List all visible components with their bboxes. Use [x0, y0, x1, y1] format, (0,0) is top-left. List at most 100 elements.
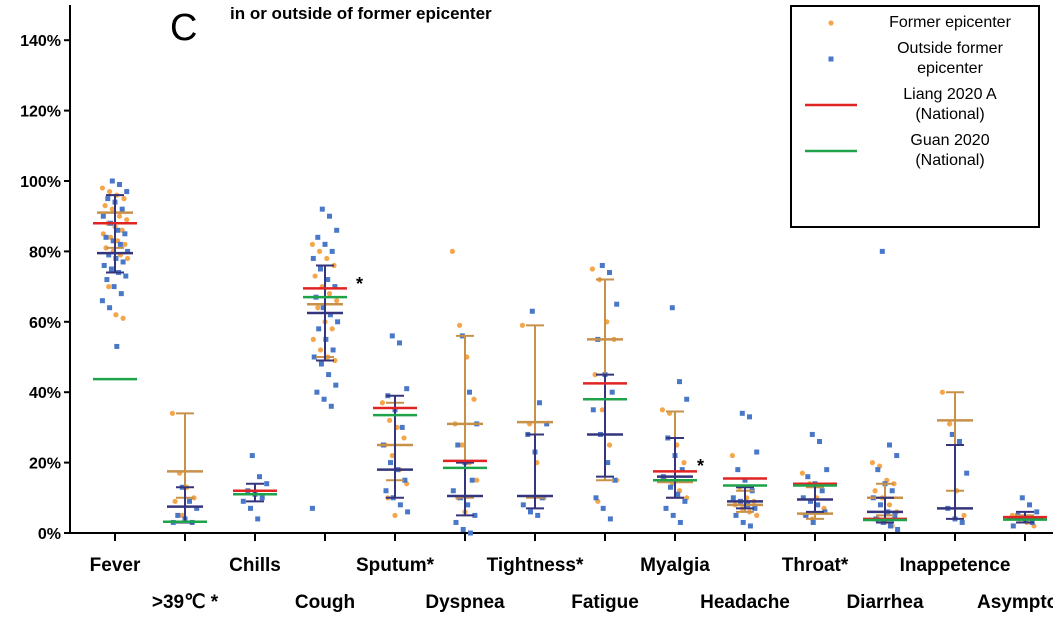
point — [878, 502, 883, 508]
legend-label: Liang 2020 A (National) — [903, 86, 997, 123]
point — [457, 322, 463, 328]
point — [120, 315, 126, 321]
point — [310, 255, 316, 261]
point — [320, 305, 326, 311]
annotation: * — [697, 456, 704, 476]
point — [449, 248, 455, 254]
point — [817, 438, 822, 444]
point — [606, 442, 613, 448]
y-tick-label: 120% — [20, 104, 61, 121]
point — [879, 248, 885, 254]
y-tick-label: 40% — [29, 385, 61, 402]
point — [961, 512, 967, 519]
point — [519, 322, 526, 328]
point — [677, 379, 682, 385]
point — [264, 481, 270, 487]
point — [117, 182, 122, 188]
x-tick-label: Tightness* — [487, 555, 584, 576]
point — [799, 470, 806, 476]
point — [389, 333, 395, 339]
point — [1034, 509, 1040, 515]
point — [822, 509, 828, 515]
point — [592, 372, 598, 378]
x-tick-label: Diarrhea — [846, 592, 924, 613]
point — [886, 502, 893, 508]
point — [105, 196, 111, 202]
point — [1010, 523, 1016, 529]
point — [669, 305, 675, 311]
point — [311, 354, 317, 360]
point — [330, 347, 336, 353]
point — [892, 512, 898, 518]
point — [894, 453, 900, 459]
point — [172, 498, 178, 504]
point — [471, 396, 477, 402]
point — [460, 526, 466, 532]
point — [875, 467, 881, 473]
legend-label: Former epicenter — [889, 14, 1011, 31]
point — [869, 460, 876, 466]
point — [733, 512, 739, 518]
point — [318, 266, 323, 272]
point — [103, 234, 109, 240]
point — [118, 291, 124, 297]
point — [122, 231, 128, 237]
point — [324, 255, 330, 262]
point — [607, 516, 613, 522]
point — [169, 410, 175, 416]
point — [116, 213, 123, 219]
point — [459, 442, 465, 448]
point — [248, 505, 253, 511]
point — [316, 326, 322, 332]
point — [125, 248, 131, 254]
point — [106, 252, 112, 258]
point — [808, 498, 813, 504]
legend-symbol — [796, 53, 866, 65]
point — [605, 460, 611, 466]
point — [310, 336, 316, 342]
point — [124, 217, 130, 223]
point — [115, 227, 121, 233]
point — [404, 386, 410, 392]
point — [474, 477, 480, 483]
point — [107, 188, 113, 195]
point — [607, 270, 612, 276]
point — [109, 206, 115, 212]
point — [399, 424, 405, 430]
point — [315, 305, 321, 311]
point — [747, 414, 752, 420]
point — [405, 509, 411, 515]
point — [1027, 502, 1032, 508]
legend-entry: Liang 2020 A (National) — [796, 85, 1034, 125]
point — [321, 396, 327, 402]
point — [947, 421, 953, 427]
x-tick-label: Headache — [700, 592, 790, 613]
point — [544, 421, 550, 427]
point — [249, 453, 255, 459]
point — [668, 484, 673, 490]
point — [747, 523, 753, 529]
point — [959, 519, 965, 525]
point — [194, 505, 200, 511]
point — [99, 298, 105, 304]
point — [326, 291, 333, 297]
legend: Former epicenter Outside former epicenter… — [790, 5, 1040, 228]
point — [334, 227, 340, 233]
point — [679, 467, 685, 473]
point — [100, 213, 106, 219]
point — [326, 372, 332, 378]
point — [312, 273, 318, 279]
point — [322, 241, 328, 247]
x-tick-label: Myalgia — [640, 555, 710, 576]
point — [895, 526, 901, 532]
legend-symbol — [796, 99, 866, 111]
legend-swatch — [805, 149, 857, 153]
x-tick-label: Chills — [229, 555, 281, 576]
point — [101, 262, 107, 268]
point — [99, 185, 105, 191]
point — [529, 308, 535, 314]
legend-entry: Former epicenter — [796, 13, 1034, 33]
point — [681, 460, 687, 466]
point — [754, 512, 760, 519]
point — [106, 284, 112, 290]
